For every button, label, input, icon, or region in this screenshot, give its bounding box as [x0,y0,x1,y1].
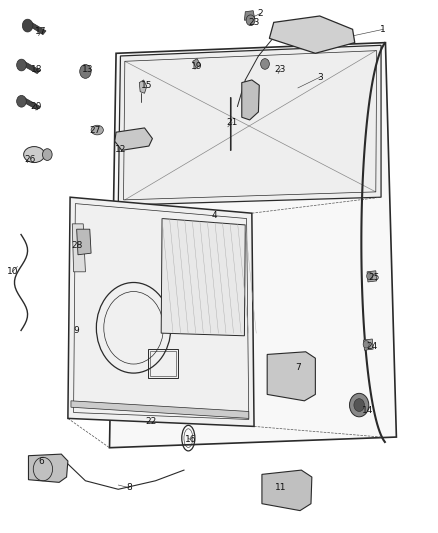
Bar [150,351,176,376]
Circle shape [17,59,26,71]
Text: 27: 27 [90,126,101,135]
Text: 17: 17 [35,28,46,36]
Bar [148,349,178,378]
Circle shape [17,95,26,107]
Polygon shape [161,219,245,336]
Polygon shape [26,21,46,35]
Text: 28: 28 [71,241,82,249]
Polygon shape [364,339,373,350]
Text: 13: 13 [82,65,93,74]
Text: 14: 14 [362,406,374,415]
Text: 23: 23 [275,65,286,74]
Text: 22: 22 [145,417,157,425]
Text: 23: 23 [248,18,260,27]
Text: 3: 3 [317,73,323,82]
Text: 18: 18 [31,65,42,74]
Polygon shape [139,80,147,93]
Polygon shape [262,470,312,511]
Text: 15: 15 [141,81,152,90]
Text: 16: 16 [185,435,196,444]
Text: 4: 4 [212,212,217,220]
Ellipse shape [24,147,45,163]
Polygon shape [20,61,40,74]
Ellipse shape [42,149,52,160]
Text: 19: 19 [191,62,203,71]
Text: 21: 21 [226,118,238,127]
Circle shape [246,15,255,26]
Text: 6: 6 [39,457,45,465]
Text: 12: 12 [115,145,126,154]
Text: 20: 20 [31,102,42,111]
Text: 7: 7 [295,364,301,372]
Circle shape [367,272,373,280]
Text: 10: 10 [7,268,18,276]
Circle shape [261,59,269,69]
Polygon shape [242,80,259,120]
Polygon shape [115,128,152,150]
Circle shape [350,393,369,417]
Text: 25: 25 [369,273,380,281]
Text: 8: 8 [126,483,132,492]
Text: 1: 1 [380,25,386,34]
Polygon shape [267,352,315,401]
Polygon shape [77,229,91,255]
Polygon shape [244,11,255,20]
Text: 11: 11 [275,483,286,492]
Text: 26: 26 [24,156,35,164]
Text: 9: 9 [74,326,80,335]
Circle shape [354,399,364,411]
Circle shape [363,341,369,348]
Text: 2: 2 [258,9,263,18]
Polygon shape [20,97,40,110]
Polygon shape [68,197,254,426]
Ellipse shape [91,125,103,135]
Polygon shape [71,401,249,418]
Circle shape [22,19,33,32]
Polygon shape [193,59,201,68]
Polygon shape [118,45,381,205]
Polygon shape [72,224,85,272]
Text: 24: 24 [367,342,378,351]
Polygon shape [269,16,355,53]
Circle shape [80,64,91,78]
Polygon shape [110,43,396,448]
Polygon shape [28,454,68,482]
Polygon shape [367,271,377,282]
